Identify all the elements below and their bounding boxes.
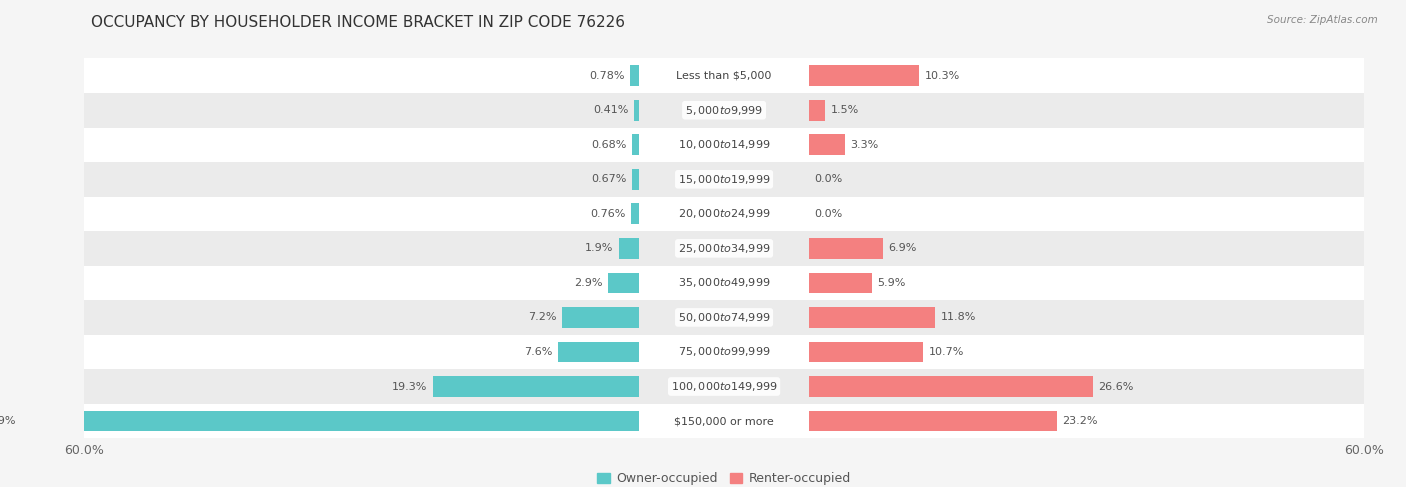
Bar	[84, 58, 1364, 93]
Text: 23.2%: 23.2%	[1062, 416, 1098, 426]
Text: 3.3%: 3.3%	[849, 140, 879, 150]
Bar	[84, 265, 1364, 300]
Text: 10.3%: 10.3%	[925, 71, 960, 81]
Text: 7.2%: 7.2%	[529, 313, 557, 322]
Text: 6.9%: 6.9%	[889, 244, 917, 253]
Text: $35,000 to $49,999: $35,000 to $49,999	[678, 277, 770, 289]
Text: $50,000 to $74,999: $50,000 to $74,999	[678, 311, 770, 324]
Text: 26.6%: 26.6%	[1098, 381, 1133, 392]
Bar	[810, 100, 825, 121]
Bar	[84, 231, 1364, 265]
Text: 0.0%: 0.0%	[814, 174, 844, 184]
Bar	[433, 376, 638, 397]
Bar	[810, 273, 872, 293]
Bar	[631, 134, 638, 155]
Bar	[84, 369, 1364, 404]
Text: $150,000 or more: $150,000 or more	[675, 416, 773, 426]
Text: 0.78%: 0.78%	[589, 71, 626, 81]
Bar	[810, 341, 924, 362]
Text: $20,000 to $24,999: $20,000 to $24,999	[678, 207, 770, 220]
Bar	[619, 238, 638, 259]
Bar	[558, 341, 638, 362]
Text: 10.7%: 10.7%	[929, 347, 965, 357]
Text: 1.9%: 1.9%	[585, 244, 613, 253]
Text: $15,000 to $19,999: $15,000 to $19,999	[678, 173, 770, 186]
Text: 2.9%: 2.9%	[574, 278, 603, 288]
Text: 19.3%: 19.3%	[392, 381, 427, 392]
Text: Source: ZipAtlas.com: Source: ZipAtlas.com	[1267, 15, 1378, 25]
Text: OCCUPANCY BY HOUSEHOLDER INCOME BRACKET IN ZIP CODE 76226: OCCUPANCY BY HOUSEHOLDER INCOME BRACKET …	[91, 15, 626, 30]
Text: $75,000 to $99,999: $75,000 to $99,999	[678, 345, 770, 358]
Text: 0.0%: 0.0%	[814, 209, 844, 219]
Bar	[607, 273, 638, 293]
Text: 0.41%: 0.41%	[593, 105, 628, 115]
Bar	[810, 307, 935, 328]
Bar	[84, 162, 1364, 197]
Text: $100,000 to $149,999: $100,000 to $149,999	[671, 380, 778, 393]
Bar	[84, 197, 1364, 231]
Bar	[84, 93, 1364, 128]
Text: Less than $5,000: Less than $5,000	[676, 71, 772, 81]
Bar	[634, 100, 638, 121]
Text: $10,000 to $14,999: $10,000 to $14,999	[678, 138, 770, 151]
Bar	[21, 411, 638, 431]
Bar	[631, 169, 638, 189]
Text: 1.5%: 1.5%	[831, 105, 859, 115]
Bar	[562, 307, 638, 328]
Bar	[84, 335, 1364, 369]
Bar	[810, 134, 845, 155]
Text: $25,000 to $34,999: $25,000 to $34,999	[678, 242, 770, 255]
Text: 7.6%: 7.6%	[524, 347, 553, 357]
Bar	[84, 128, 1364, 162]
Text: $5,000 to $9,999: $5,000 to $9,999	[685, 104, 763, 117]
Text: 57.9%: 57.9%	[0, 416, 15, 426]
Bar	[810, 238, 883, 259]
Text: 11.8%: 11.8%	[941, 313, 976, 322]
Text: 0.76%: 0.76%	[591, 209, 626, 219]
Text: 0.67%: 0.67%	[591, 174, 626, 184]
Text: 0.68%: 0.68%	[591, 140, 626, 150]
Legend: Owner-occupied, Renter-occupied: Owner-occupied, Renter-occupied	[598, 472, 851, 485]
Bar	[810, 411, 1057, 431]
Bar	[631, 204, 638, 224]
Bar	[84, 300, 1364, 335]
Bar	[630, 65, 638, 86]
Text: 5.9%: 5.9%	[877, 278, 905, 288]
Bar	[810, 65, 920, 86]
Bar	[810, 376, 1092, 397]
Bar	[84, 404, 1364, 438]
